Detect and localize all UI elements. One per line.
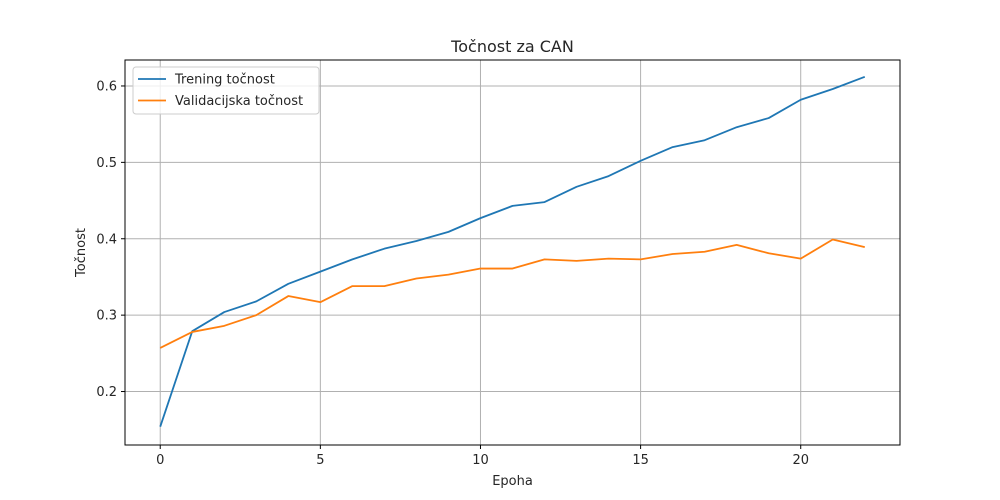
grid-lines [125,60,900,445]
legend-label: Trening točnost [174,73,275,88]
legend-box [132,66,320,115]
x-tick-label: 20 [792,453,809,468]
x-tick-label: 5 [316,453,324,468]
y-axis-label: Točnost [74,228,89,278]
series-line-0 [159,75,866,427]
x-tick-label: 0 [156,453,164,468]
y-tick-label: 0.5 [96,156,117,171]
series-line-1 [159,238,865,349]
y-tick-label: 0.6 [96,79,117,94]
x-tick-label: 10 [472,453,489,468]
chart-title: Točnost za CAN [450,37,574,56]
axis-ticks: 0 5 10 15 20 0.2 0.3 0.4 0.5 0.6 [96,79,809,468]
legend: Trening točnost Validacijska točnost [132,66,320,115]
legend-label: Validacijska točnost [175,94,303,109]
x-axis-label: Epoha [492,474,533,489]
series-lines [159,75,866,427]
x-tick-label: 15 [632,453,649,468]
plot-area-frame [124,59,901,446]
y-tick-label: 0.3 [96,309,117,324]
y-tick-label: 0.2 [96,385,117,400]
y-tick-label: 0.4 [96,232,117,247]
